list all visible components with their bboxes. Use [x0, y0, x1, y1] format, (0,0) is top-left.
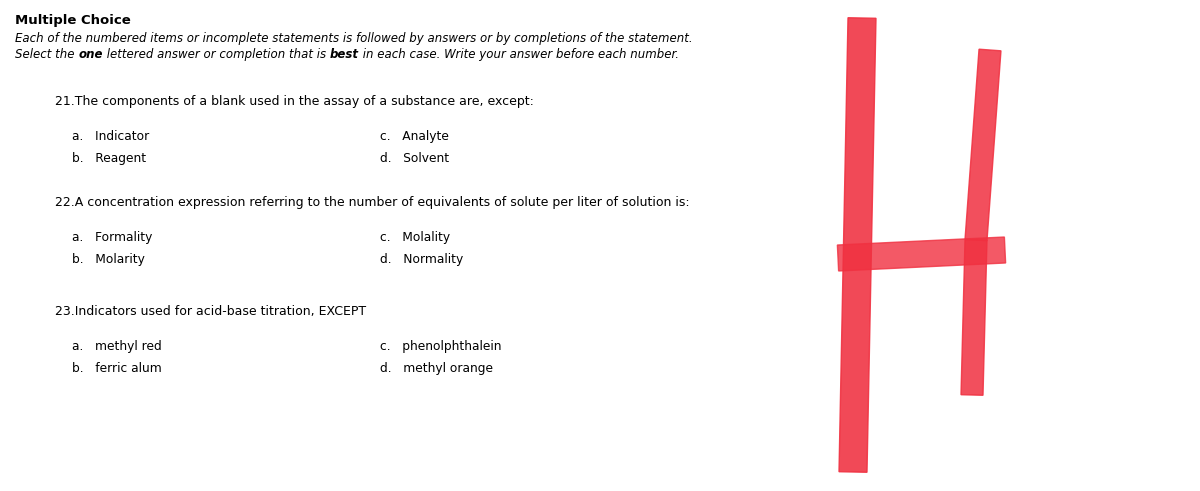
Text: Multiple Choice: Multiple Choice — [14, 14, 131, 27]
Text: c.   Analyte: c. Analyte — [380, 130, 449, 143]
Text: d.   methyl orange: d. methyl orange — [380, 362, 493, 375]
Text: d.   Solvent: d. Solvent — [380, 152, 449, 165]
Polygon shape — [961, 240, 986, 395]
Text: b.   ferric alum: b. ferric alum — [72, 362, 162, 375]
Text: c.   Molality: c. Molality — [380, 231, 450, 244]
Text: Each of the numbered items or incomplete statements is followed by answers or by: Each of the numbered items or incomplete… — [14, 32, 692, 45]
Polygon shape — [965, 49, 1001, 241]
Text: best: best — [330, 48, 359, 61]
Polygon shape — [839, 18, 876, 472]
Text: a.   methyl red: a. methyl red — [72, 340, 162, 353]
Text: Select the: Select the — [14, 48, 78, 61]
Text: b.   Reagent: b. Reagent — [72, 152, 146, 165]
Text: b.   Molarity: b. Molarity — [72, 253, 145, 266]
Polygon shape — [838, 237, 1006, 271]
Text: in each case. Write your answer before each number.: in each case. Write your answer before e… — [359, 48, 679, 61]
Text: 21.The components of a blank used in the assay of a substance are, except:: 21.The components of a blank used in the… — [55, 95, 534, 108]
Text: a.   Formality: a. Formality — [72, 231, 152, 244]
Text: c.   phenolphthalein: c. phenolphthalein — [380, 340, 502, 353]
Text: d.   Normality: d. Normality — [380, 253, 463, 266]
Text: a.   Indicator: a. Indicator — [72, 130, 149, 143]
Text: lettered answer or completion that is: lettered answer or completion that is — [103, 48, 330, 61]
Text: 23.Indicators used for acid-base titration, EXCEPT: 23.Indicators used for acid-base titrati… — [55, 305, 366, 318]
Text: one: one — [78, 48, 103, 61]
Text: 22.A concentration expression referring to the number of equivalents of solute p: 22.A concentration expression referring … — [55, 196, 690, 209]
